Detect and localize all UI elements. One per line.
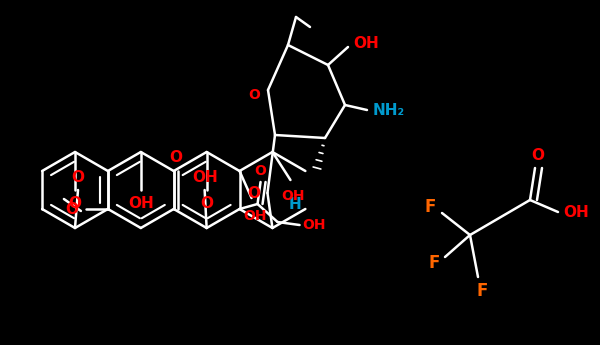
Text: O: O xyxy=(65,201,79,217)
Text: OH: OH xyxy=(128,196,154,210)
Text: O: O xyxy=(68,196,82,210)
Text: OH: OH xyxy=(282,189,305,203)
Text: OH: OH xyxy=(353,36,379,50)
Text: O: O xyxy=(169,149,182,165)
Text: F: F xyxy=(476,282,488,300)
Text: O: O xyxy=(71,169,85,185)
Text: O: O xyxy=(254,164,266,178)
Text: O: O xyxy=(532,148,544,162)
Text: H: H xyxy=(289,197,302,211)
Text: O: O xyxy=(200,196,213,210)
Text: O: O xyxy=(248,88,260,102)
Text: OH: OH xyxy=(192,169,218,185)
Text: OH: OH xyxy=(243,209,266,223)
Text: O: O xyxy=(247,186,260,200)
Text: OH: OH xyxy=(302,218,325,232)
Text: OH: OH xyxy=(563,205,589,219)
Text: NH₂: NH₂ xyxy=(373,102,405,118)
Text: F: F xyxy=(428,254,440,272)
Text: F: F xyxy=(424,198,436,216)
